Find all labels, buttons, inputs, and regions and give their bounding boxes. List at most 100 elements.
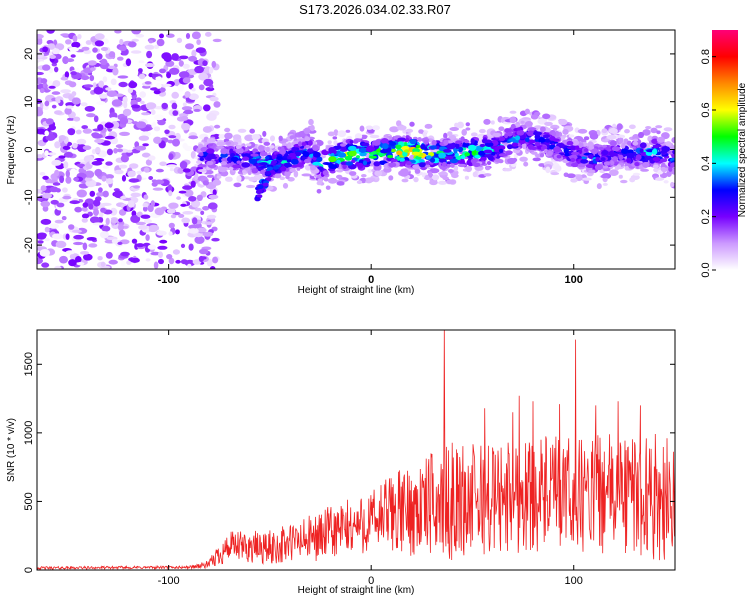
spectrogram-ridge-blob (522, 143, 527, 150)
spectrogram-ridge-blob (412, 148, 420, 153)
spectrogram-ridge-blob (425, 160, 430, 165)
spectrogram-halo-blob (244, 134, 255, 142)
spectrogram-noise-blob (112, 67, 119, 76)
spectrogram-noise-blob (182, 168, 191, 173)
spectrogram-noise-blob (80, 251, 89, 255)
spectrogram-ridge-blob (570, 140, 580, 146)
spectrogram-halo-blob (645, 126, 652, 130)
spectrogram-noise-blob (40, 185, 47, 192)
spectrogram-noise-blob (111, 99, 123, 107)
spectrogram-noise-blob (68, 81, 77, 88)
spectrogram-noise-blob (115, 144, 124, 149)
spectrogram-halo-blob (429, 179, 438, 186)
spectrogram-ridge-blob (308, 140, 313, 146)
spectrogram-ridge-blob (632, 138, 639, 142)
spectrogram-noise-blob (161, 102, 168, 110)
spectrogram-noise-blob (46, 30, 55, 34)
spectrogram-ridge-blob (365, 146, 375, 153)
spectrogram-ridge-blob (651, 149, 658, 155)
spectrogram-ridge-blob (368, 155, 377, 159)
spectrogram-noise-blob (138, 73, 146, 80)
spectrogram-noise-blob (187, 263, 192, 268)
spectrogram-noise-blob (117, 75, 129, 79)
spectrogram-halo-blob (655, 177, 664, 181)
spectrogram-halo-blob (336, 181, 345, 186)
spectrogram-noise-blob (182, 211, 194, 215)
spectrogram-noise-blob (131, 238, 138, 244)
spectrogram-halo-blob (361, 174, 367, 178)
spectrogram-ridge-blob (642, 162, 650, 168)
spectrogram-ridge-blob (661, 162, 666, 168)
spectrogram-noise-blob (73, 116, 81, 122)
spectrogram-halo-blob (577, 128, 588, 134)
spectrogram-noise-blob (42, 175, 49, 180)
spectrogram-noise-blob (93, 86, 104, 95)
spectrogram-noise-blob (59, 255, 68, 264)
spectrogram-noise-blob (203, 78, 214, 87)
spectrogram-halo-blob (359, 125, 365, 132)
spectrogram-ridge-blob (235, 144, 242, 150)
spectrogram-noise-blob (87, 60, 97, 66)
spectrogram-ridge-blob (539, 153, 545, 158)
spectrogram-ridge-blob (538, 137, 546, 143)
spectrogram-noise-blob (122, 108, 132, 117)
spectrogram-halo-blob (507, 157, 517, 165)
spectrogram-halo-blob (218, 134, 226, 139)
spectrogram-noise-blob (80, 102, 88, 107)
spectrogram-noise-blob (102, 190, 109, 198)
snr-ylabel: SNR (10 * v/v) (6, 418, 17, 482)
spectrogram-ridge-blob (634, 162, 640, 167)
spectrogram-noise-blob (92, 47, 98, 53)
spectrogram-ridge-blob (506, 131, 513, 137)
spectrogram-noise-blob (125, 58, 132, 67)
spectrogram-halo-blob (642, 129, 651, 136)
spectrogram-noise-blob (108, 51, 116, 58)
spectrogram-noise-blob (145, 102, 157, 110)
spectrogram-noise-blob (101, 175, 107, 182)
spectrogram-halo-blob (327, 140, 332, 145)
spectrogram-noise-blob (49, 186, 59, 193)
spectrogram-noise-blob (195, 47, 206, 54)
spectrogram-ridge-blob (228, 166, 234, 171)
spectrogram-plot (37, 30, 675, 269)
spectrogram-noise-blob (61, 216, 67, 221)
spectrogram-halo-blob (245, 184, 256, 189)
spectrogram-halo-blob (225, 176, 233, 182)
spectrogram-halo-blob (454, 122, 459, 128)
spectrogram-noise-blob (81, 213, 90, 219)
spectrogram-ridge-blob (221, 157, 229, 162)
spectrogram-noise-blob (158, 251, 163, 258)
spectrogram-halo-blob (399, 170, 409, 177)
spectrogram-noise-blob (168, 190, 173, 197)
spectrogram-ridge-blob (454, 143, 460, 150)
spectrogram-ridge-blob (225, 141, 232, 145)
spectrogram-noise-blob (207, 202, 218, 210)
spectrogram-noise-blob (68, 224, 75, 230)
spectrogram-ridge-blob (399, 157, 405, 162)
spectrogram-noise-blob (76, 262, 85, 266)
spectrogram-noise-blob (209, 96, 219, 102)
spectrogram-ridge-blob (618, 137, 624, 144)
spectrogram-ridge-blob (316, 175, 321, 179)
spectrogram-ridge-blob (600, 157, 606, 162)
spectrogram-noise-blob (169, 167, 174, 172)
spectrogram-ridge-blob (208, 138, 216, 143)
spectrogram-noise-blob (37, 128, 46, 135)
spectrogram-noise-blob (123, 100, 128, 109)
spectrogram-ridge-blob (348, 145, 357, 151)
spectrogram-noise-blob (150, 109, 156, 115)
spectrogram-ridge-blob (288, 152, 296, 158)
spectrogram-noise-blob (117, 241, 123, 245)
spectrogram-noise-blob (185, 43, 194, 50)
spectrogram-ridge-blob (639, 142, 647, 149)
spectrogram-ridge-blob (602, 165, 609, 169)
spectrogram-noise-blob (159, 239, 168, 244)
spectrogram-noise-blob (145, 159, 152, 166)
spectrogram-noise-blob (114, 169, 124, 175)
snr-y-tick-label: 500 (23, 492, 35, 510)
spectrogram-halo-blob (424, 174, 430, 181)
spectrogram-noise-blob (151, 121, 157, 129)
spectrogram-noise-blob (141, 112, 150, 116)
